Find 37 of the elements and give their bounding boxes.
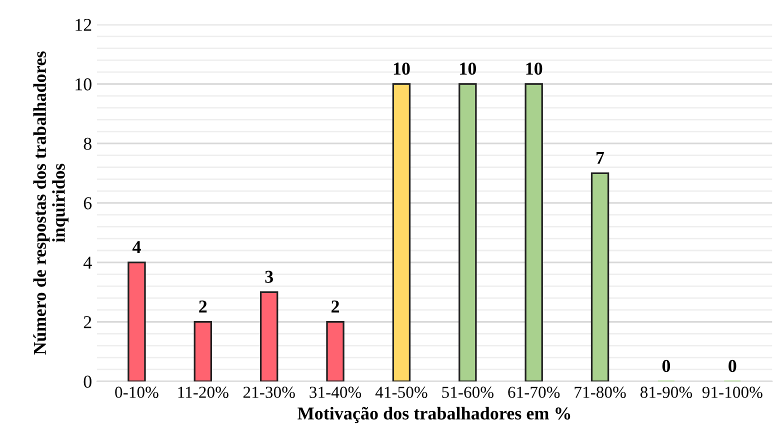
data-label: 10	[394, 62, 410, 75]
data-label: 7	[596, 152, 604, 164]
x-tick-label: 51-60%	[442, 386, 494, 398]
x-tick-label: 91-100%	[702, 386, 762, 398]
x-tick-label: 31-40%	[310, 386, 362, 398]
data-label: 3	[265, 270, 273, 283]
x-tick-label: 41-50%	[375, 386, 428, 398]
x-tick-label: 0-10%	[115, 386, 158, 398]
y-tick-label: 0	[84, 376, 92, 388]
data-label: 0	[728, 360, 736, 372]
x-tick-label: 11-20%	[178, 386, 228, 398]
bar	[590, 172, 610, 382]
data-label: 4	[132, 241, 141, 253]
y-tick-label: 10	[76, 78, 92, 90]
bar	[524, 83, 543, 382]
bar	[128, 262, 146, 382]
bar	[458, 83, 477, 382]
x-tick-label: 71-80%	[574, 386, 626, 398]
y-tick-label: 6	[84, 197, 92, 210]
x-tick-label: 21-30%	[243, 386, 295, 398]
data-label: 10	[460, 62, 476, 75]
x-tick-label: 81-90%	[640, 386, 692, 398]
x-axis-title: Motivação dos trabalhadores em %	[298, 406, 570, 424]
data-label: 0	[662, 360, 670, 372]
data-label: 2	[332, 300, 340, 312]
y-tick-label: 8	[84, 138, 92, 150]
y-tick-label: 12	[76, 18, 92, 31]
y-tick-label: 4	[83, 256, 92, 269]
data-label: 10	[526, 62, 542, 75]
y-tick-label: 2	[84, 316, 92, 328]
bar	[392, 83, 411, 382]
bar	[260, 291, 278, 382]
bar	[194, 321, 212, 382]
data-label: 2	[199, 300, 207, 312]
bar	[326, 321, 344, 382]
y-axis-title: Número de respostas dos trabalhadores inquiridos	[33, 51, 69, 355]
x-tick-label: 61-70%	[508, 386, 560, 398]
